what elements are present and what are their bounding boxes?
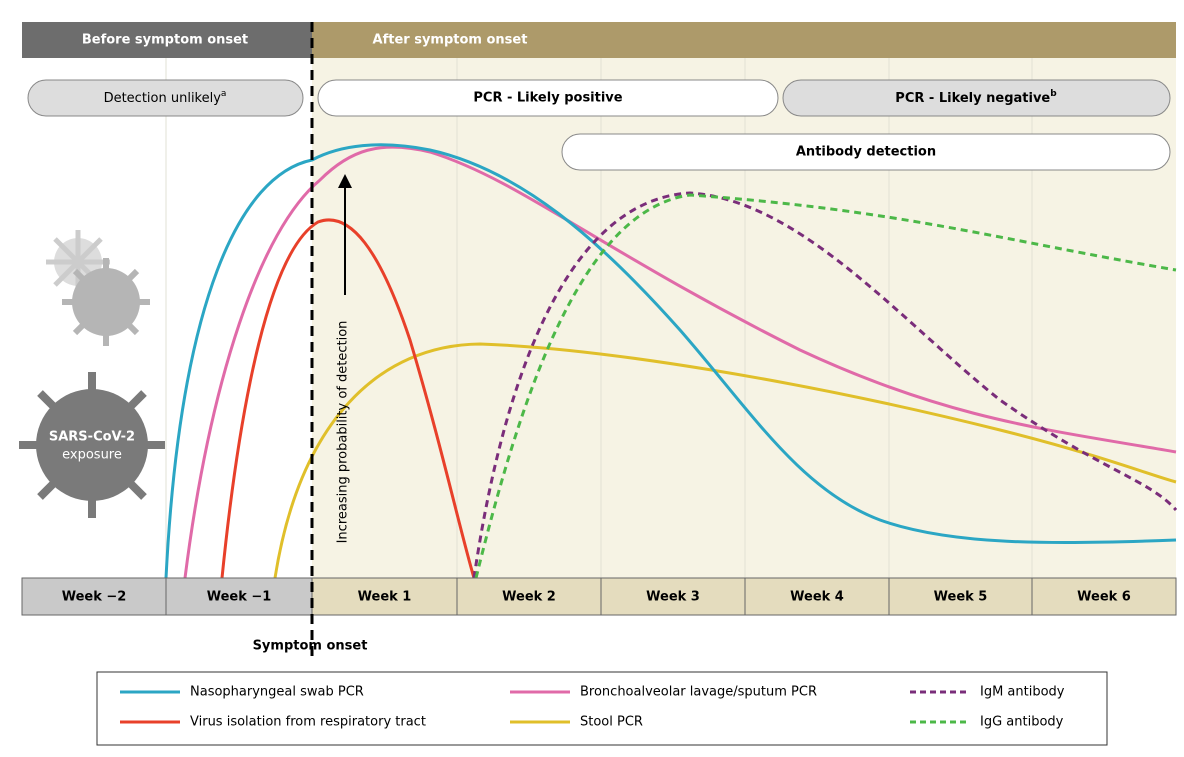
week-label: Week 5 (934, 590, 988, 605)
week-label: Week −1 (207, 590, 272, 605)
legend-label: IgG antibody (980, 715, 1064, 730)
week-label: Week −2 (62, 590, 127, 605)
pill-text: PCR - Likely positive (473, 91, 622, 106)
pill-text: PCR - Likely negativeb (895, 89, 1057, 106)
pill-text: Detection unlikelya (104, 89, 227, 106)
virus-text: exposure (62, 448, 122, 463)
week-bar: Week −2 Week −1 Week 1 Week 2 Week 3 Week 4 We… (22, 578, 1176, 615)
legend-label: Stool PCR (580, 715, 643, 730)
diagram: Before symptom onset After symptom onset… (0, 0, 1184, 753)
legend-label: IgM antibody (980, 685, 1065, 700)
week-label: Week 1 (358, 590, 412, 605)
week-label: Week 3 (646, 590, 700, 605)
before-bg (22, 58, 312, 578)
legend-label: Virus isolation from respiratory tract (190, 715, 426, 730)
arrow-label: Increasing probability of detection (336, 321, 351, 544)
legend-box (97, 672, 1107, 745)
legend-label: Bronchoalveolar lavage/sputum PCR (580, 685, 817, 700)
pill-text: Antibody detection (796, 145, 936, 160)
week-label: Week 6 (1077, 590, 1131, 605)
week-label: Week 4 (790, 590, 844, 605)
week-label: Week 2 (502, 590, 556, 605)
virus-text: SARS-CoV-2 (49, 430, 135, 445)
onset-label: Symptom onset (253, 639, 368, 654)
legend-label: Nasopharyngeal swab PCR (190, 685, 364, 700)
header-text: Before symptom onset (82, 33, 248, 48)
header-text: After symptom onset (373, 33, 528, 48)
